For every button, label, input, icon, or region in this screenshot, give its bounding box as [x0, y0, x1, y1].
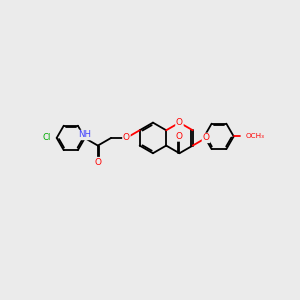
- Text: NH: NH: [78, 130, 91, 140]
- Text: OCH₃: OCH₃: [245, 134, 265, 140]
- Text: O: O: [176, 118, 183, 127]
- Text: O: O: [176, 132, 183, 141]
- Text: O: O: [202, 134, 209, 142]
- Text: O: O: [94, 158, 101, 166]
- Text: Cl: Cl: [43, 134, 51, 142]
- Text: O: O: [123, 134, 130, 142]
